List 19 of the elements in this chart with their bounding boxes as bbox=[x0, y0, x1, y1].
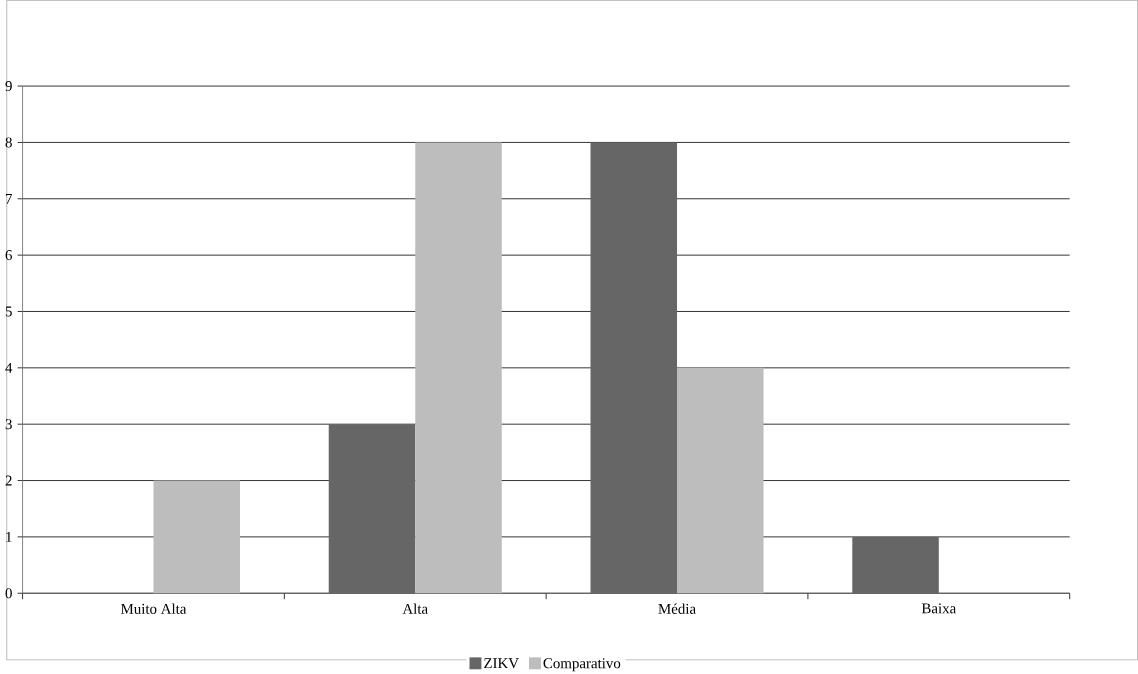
bar bbox=[153, 480, 240, 594]
bar bbox=[415, 142, 502, 594]
y-tick-label: 0 bbox=[5, 588, 12, 599]
y-tick-label: 6 bbox=[5, 249, 12, 260]
x-tick-label: Baixa bbox=[921, 603, 956, 614]
y-tick-label: 7 bbox=[5, 193, 12, 204]
bar bbox=[677, 367, 764, 594]
y-tick-label: 3 bbox=[5, 419, 12, 430]
y-tick-label: 5 bbox=[5, 306, 12, 317]
legend-label: ZIKV bbox=[484, 658, 519, 669]
x-tick-label: Média bbox=[658, 603, 696, 614]
y-tick-label: 8 bbox=[5, 137, 12, 148]
y-tick-label: 1 bbox=[6, 531, 12, 542]
legend-label: Comparativo bbox=[543, 658, 621, 672]
x-tick-label: Muito Alta bbox=[120, 603, 187, 614]
y-tick-label: 2 bbox=[5, 475, 12, 486]
y-tick-label: 9 bbox=[5, 80, 12, 91]
x-tick-label: Alta bbox=[402, 603, 428, 614]
y-tick-label: 4 bbox=[5, 362, 13, 373]
